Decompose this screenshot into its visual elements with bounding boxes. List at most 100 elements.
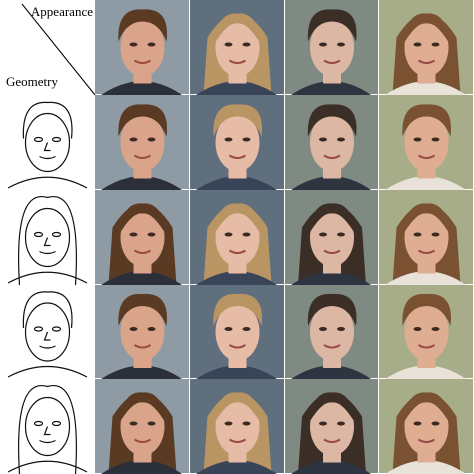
grid-cell (0, 379, 94, 474)
sketch-eye (51, 136, 62, 143)
mouth (228, 59, 247, 64)
mouth (417, 154, 436, 159)
eye (431, 232, 440, 237)
eye (319, 421, 327, 426)
eye (242, 327, 251, 331)
mouth (323, 344, 341, 349)
eye (242, 232, 251, 237)
eye (147, 232, 156, 237)
face (404, 303, 449, 361)
face (215, 208, 260, 267)
hair-top (402, 293, 451, 326)
shoulders (101, 271, 182, 285)
face (404, 208, 449, 267)
mouth (133, 438, 152, 443)
face (120, 113, 165, 172)
eye (413, 327, 422, 331)
hair-top (118, 104, 167, 137)
mouth (228, 249, 247, 254)
face (215, 397, 260, 456)
eye (129, 421, 138, 426)
eye (129, 232, 138, 237)
hair-top (213, 104, 262, 137)
eye (147, 137, 156, 142)
sketch-eye (51, 326, 62, 332)
hair-top (118, 9, 167, 42)
grid-cell (190, 285, 284, 379)
eye (337, 421, 345, 426)
eye (224, 232, 233, 237)
grid-cell (190, 0, 284, 95)
hair-fringe (213, 13, 262, 46)
eye (129, 137, 138, 142)
eye (129, 327, 138, 331)
face (310, 397, 354, 456)
grid-cell (379, 379, 473, 474)
eye (337, 232, 345, 237)
grid-cell (379, 0, 473, 95)
face (120, 18, 165, 77)
sketch-nose (43, 237, 51, 247)
grid-cell (379, 95, 473, 190)
shoulders (385, 271, 466, 285)
corner-diagonal (21, 3, 96, 96)
sketch-shoulders (7, 460, 88, 473)
face (215, 18, 260, 77)
mouth (323, 59, 341, 64)
hair-fringe (308, 392, 356, 425)
eye (413, 232, 422, 237)
sketch-background (0, 95, 94, 189)
eye (147, 42, 156, 47)
eye (319, 137, 327, 142)
shoulders (196, 271, 277, 285)
eye (224, 421, 233, 426)
hair-fringe (213, 392, 262, 425)
face (310, 113, 354, 172)
mouth (228, 344, 247, 349)
grid-cell (95, 379, 189, 474)
sketch-eye (51, 420, 62, 427)
shoulders (291, 81, 371, 95)
shoulders (101, 176, 182, 190)
eye (242, 137, 251, 142)
grid-cell (0, 95, 94, 189)
grid-cell (0, 190, 94, 286)
sketch-nose (43, 426, 51, 436)
hair-fringe (118, 392, 167, 425)
eye (337, 42, 345, 47)
shoulders (291, 460, 371, 474)
eye (431, 327, 440, 331)
eye (319, 42, 327, 47)
grid-cell (285, 285, 378, 379)
hair-top (118, 293, 167, 326)
mouth (323, 154, 341, 159)
mouth (417, 59, 436, 64)
grid-cell (190, 95, 284, 190)
hair-top (307, 9, 357, 42)
grid-cell (285, 0, 378, 95)
eye (319, 327, 327, 331)
mouth (133, 154, 152, 159)
grid-cell (95, 95, 189, 190)
sketch-nose (43, 331, 51, 341)
sketch-hair (22, 291, 73, 329)
eye (431, 42, 440, 47)
grid-cell (285, 379, 378, 474)
sketch-background (0, 379, 94, 473)
mouth (133, 249, 152, 254)
eye (337, 137, 345, 142)
geometry-label: Geometry (6, 74, 58, 89)
eye (413, 42, 422, 47)
sketch-eye (33, 231, 44, 238)
sketch-hair (18, 195, 77, 286)
sketch-hair (18, 384, 77, 474)
face (120, 208, 165, 267)
shoulders (385, 460, 466, 474)
sketch-background (0, 190, 94, 284)
hair-top (213, 293, 262, 326)
face (404, 113, 449, 172)
grid-cell (0, 285, 94, 378)
grid-cell (379, 190, 473, 285)
